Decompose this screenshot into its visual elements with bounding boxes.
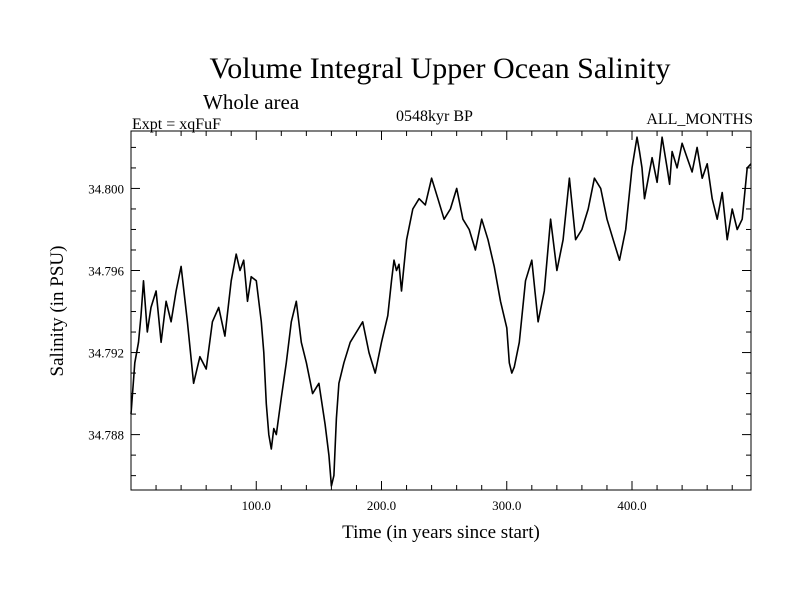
y-tick-label: 34.796	[88, 263, 124, 278]
y-tick-label: 34.800	[88, 181, 124, 196]
y-tick-label: 34.792	[88, 346, 124, 361]
chart-title: Volume Integral Upper Ocean Salinity	[209, 52, 671, 85]
period-label: 0548kyr BP	[396, 108, 473, 125]
x-axis-label: Time (in years since start)	[342, 522, 540, 543]
experiment-label: Expt = xqFuF	[132, 116, 222, 133]
plot-frame	[130, 130, 752, 491]
y-axis-label: Salinity (in PSU)	[47, 246, 68, 377]
axis-ticks	[131, 131, 751, 490]
chart-subtitle: Whole area	[203, 90, 300, 114]
tick-labels: 100.0 200.0 300.0 400.0 34.788 34.792 34.796 34…	[88, 181, 646, 513]
x-tick-label: 100.0	[242, 498, 271, 513]
x-tick-label: 200.0	[367, 498, 396, 513]
x-tick-label: 300.0	[492, 498, 521, 513]
months-label: ALL_MONTHS	[646, 111, 753, 128]
y-tick-label: 34.788	[88, 428, 124, 443]
series-line-salinity	[130, 136, 752, 487]
x-tick-label: 400.0	[617, 498, 646, 513]
